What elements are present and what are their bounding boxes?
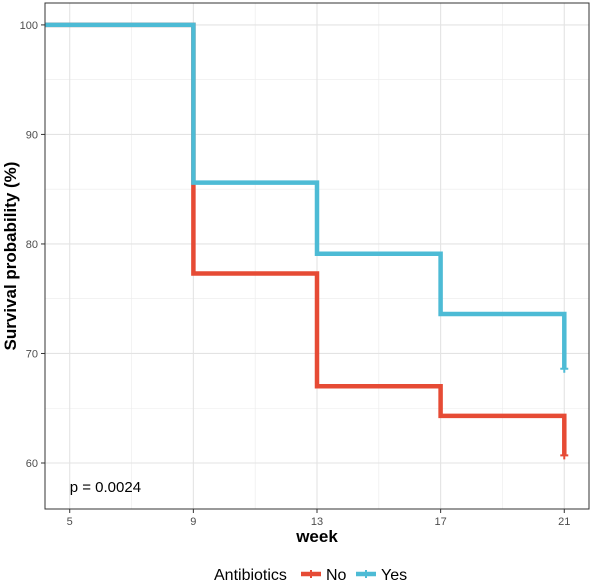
series-line-yes (45, 22, 567, 369)
legend-label-no: No (326, 567, 347, 581)
series-line-no (45, 22, 567, 456)
y-tick-label: 60 (26, 458, 38, 470)
legend: Antibiotics No Yes (214, 567, 407, 581)
legend-label-yes: Yes (381, 567, 407, 581)
x-tick-label: 5 (67, 516, 73, 528)
x-tick-label: 21 (558, 516, 570, 528)
x-tick-label: 9 (190, 516, 196, 528)
p-value-annotation: p = 0.0024 (70, 479, 141, 496)
y-axis-label: Survival probability (%) (1, 162, 20, 351)
y-tick-label: 70 (26, 348, 38, 360)
legend-title: Antibiotics (214, 567, 287, 581)
y-tick-label: 100 (20, 20, 38, 32)
y-axis: 60 70 80 90 100 (20, 20, 45, 470)
x-axis: 5 9 13 17 21 (67, 509, 570, 528)
x-tick-label: 17 (435, 516, 447, 528)
series-lines (45, 22, 569, 460)
x-axis-label: week (295, 527, 338, 546)
y-tick-label: 90 (26, 129, 38, 141)
censor-mark-yes (560, 364, 569, 373)
x-tick-label: 13 (311, 516, 323, 528)
y-tick-label: 80 (26, 239, 38, 251)
censor-mark-no (560, 451, 569, 460)
